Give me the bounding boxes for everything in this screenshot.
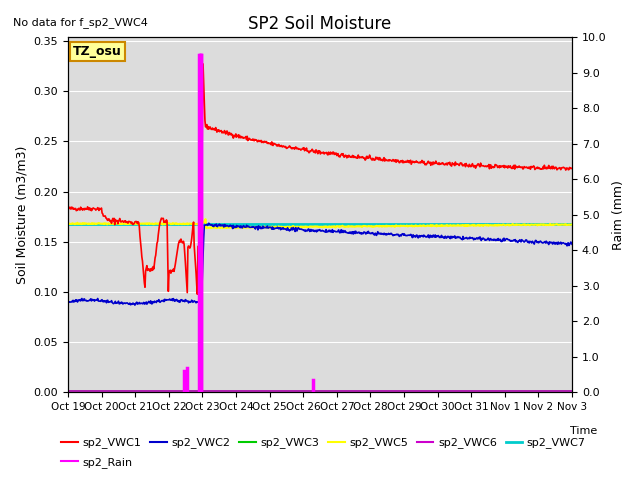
Text: TZ_osu: TZ_osu [73, 45, 122, 58]
Y-axis label: Soil Moisture (m3/m3): Soil Moisture (m3/m3) [15, 146, 28, 284]
Title: SP2 Soil Moisture: SP2 Soil Moisture [248, 15, 392, 33]
Legend: sp2_VWC1, sp2_VWC2, sp2_VWC3, sp2_VWC5, sp2_VWC6, sp2_VWC7: sp2_VWC1, sp2_VWC2, sp2_VWC3, sp2_VWC5, … [57, 433, 590, 453]
Text: Time: Time [570, 426, 597, 436]
Text: No data for f_sp2_VWC4: No data for f_sp2_VWC4 [13, 17, 148, 28]
Y-axis label: Raim (mm): Raim (mm) [612, 180, 625, 250]
Legend: sp2_Rain: sp2_Rain [57, 452, 137, 472]
